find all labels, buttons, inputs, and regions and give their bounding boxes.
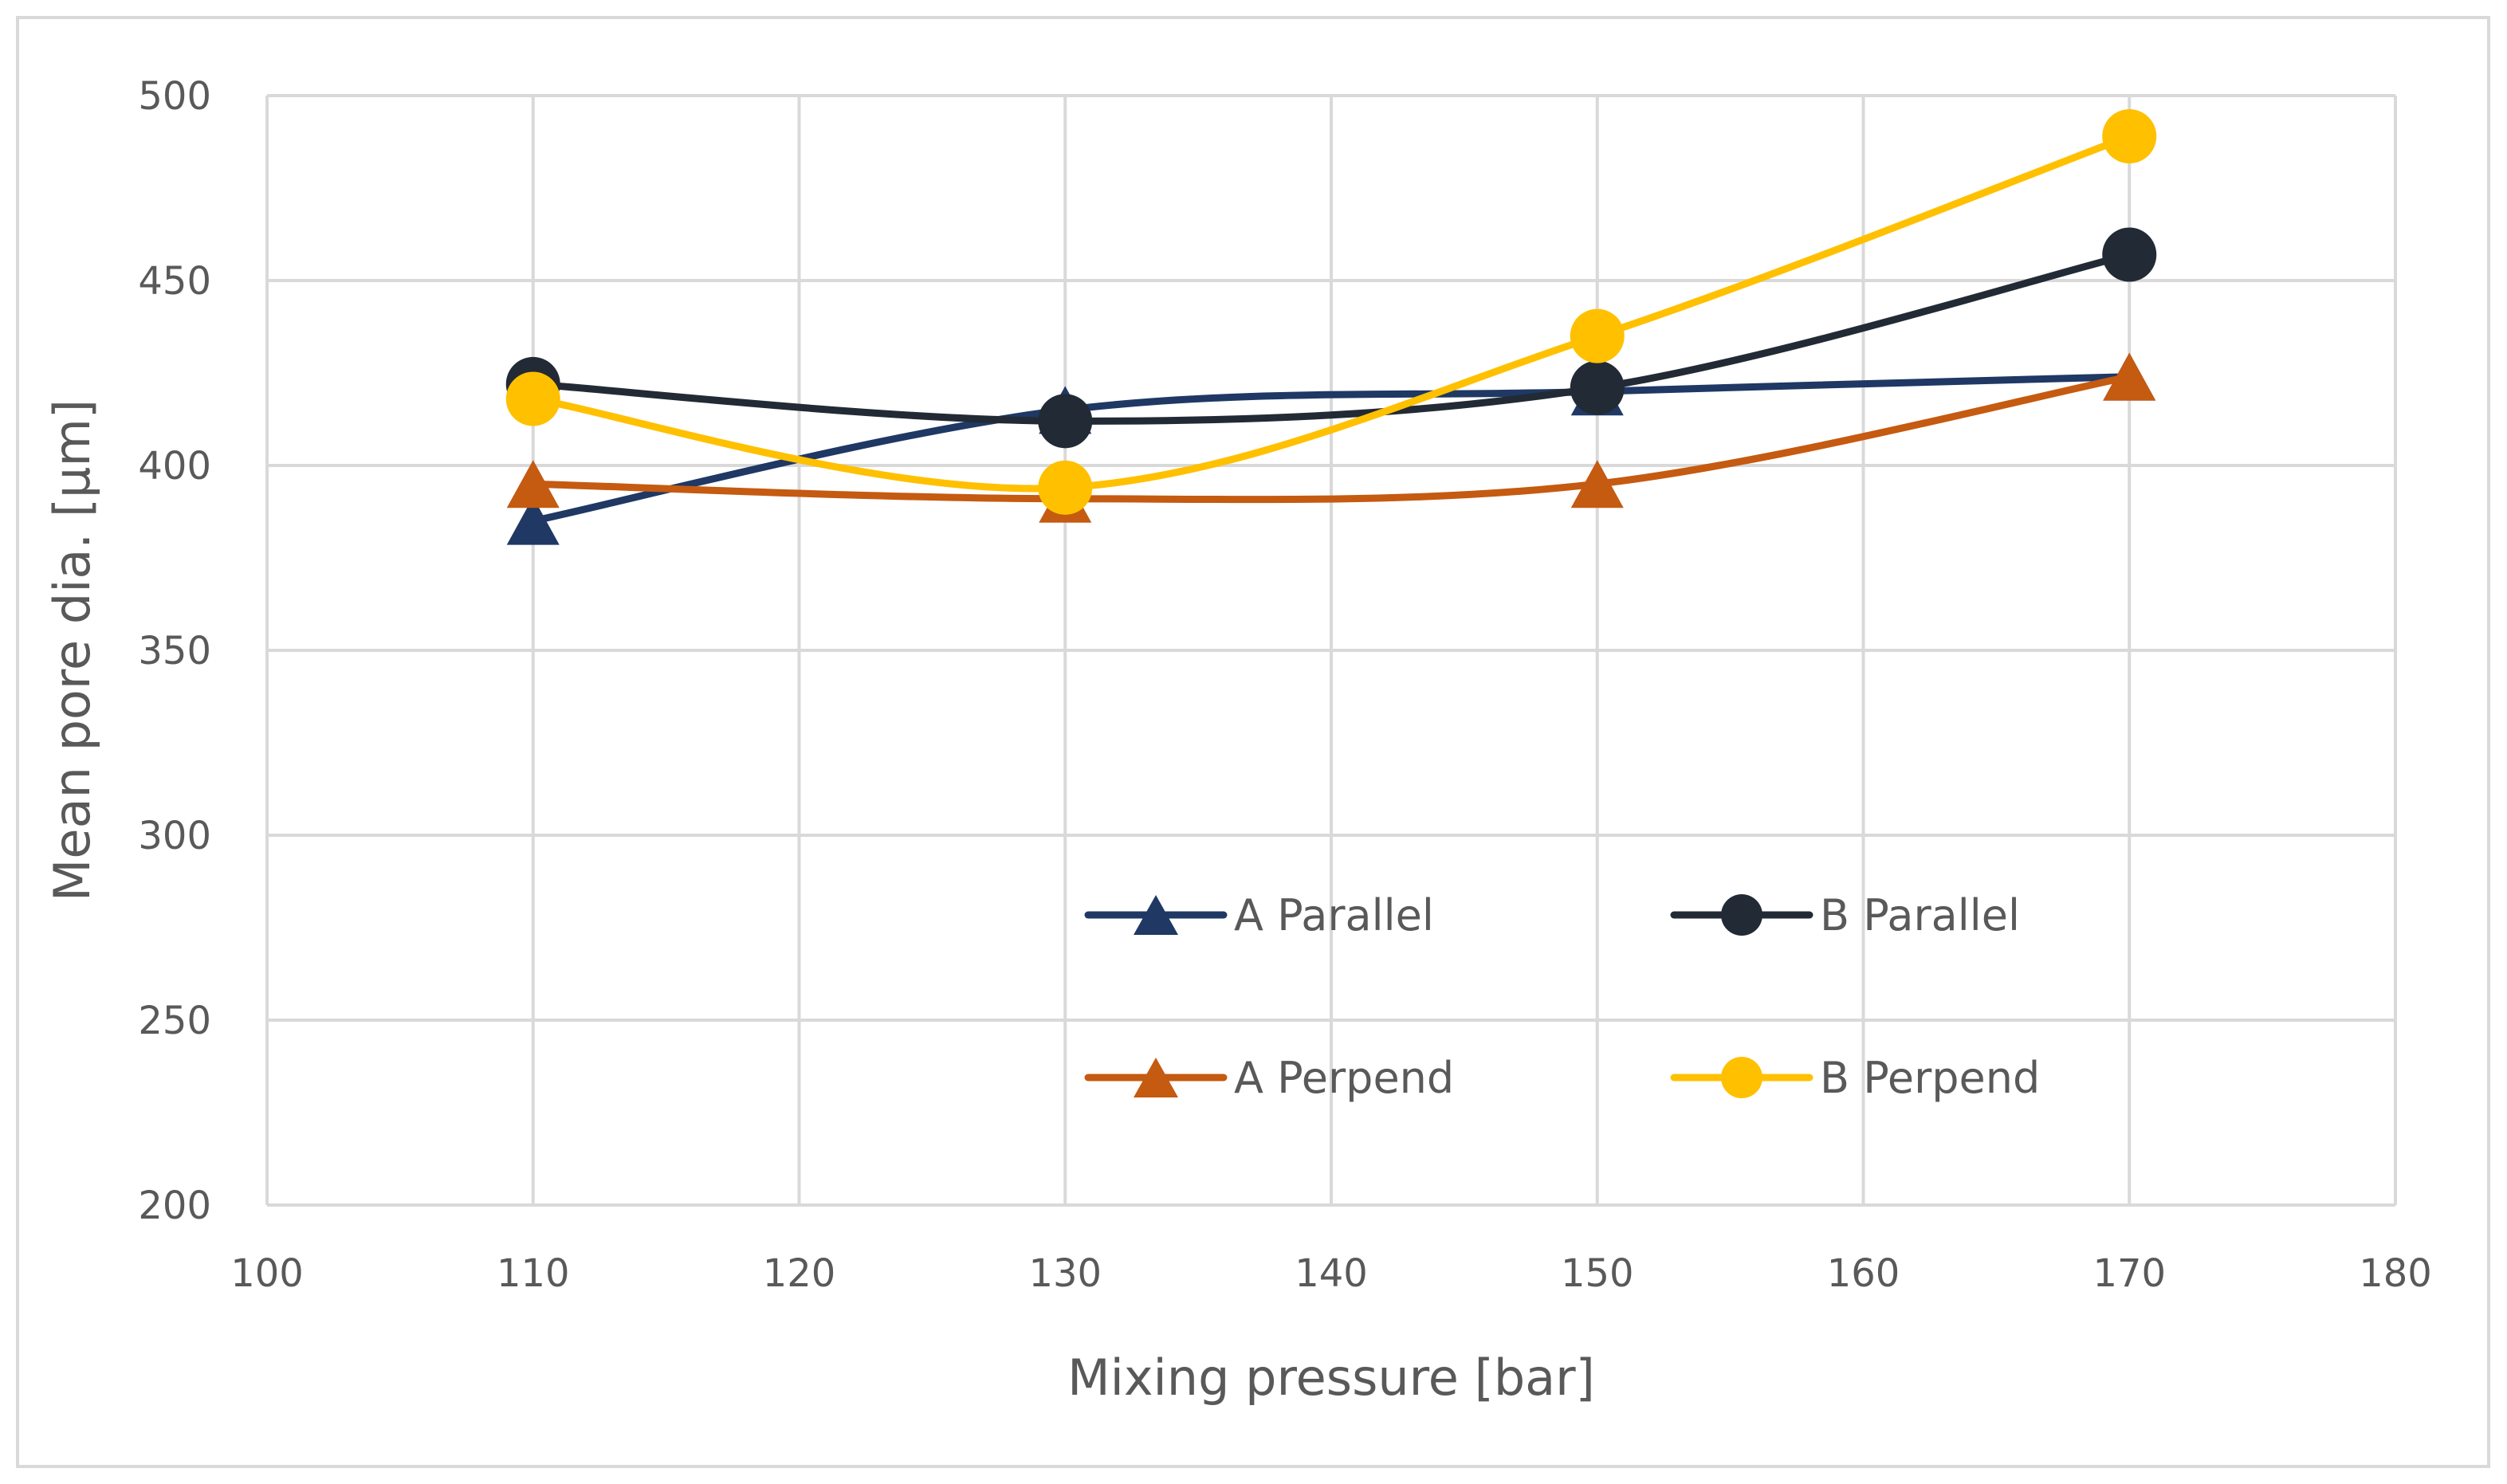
data-point-a-perpend [1570, 460, 1624, 508]
legend-marker-b-parallel [1721, 894, 1762, 936]
legend-entry-a-parallel: A Parallel [1084, 890, 1434, 940]
x-tick-label: 140 [1295, 1251, 1368, 1296]
x-tick-label: 160 [1827, 1251, 1900, 1296]
legend-marker-a-perpend [1134, 1058, 1178, 1097]
series-line-a-perpend [529, 373, 2133, 504]
legend-label-b-parallel: B Parallel [1820, 890, 2020, 940]
y-tick-label: 350 [138, 629, 211, 673]
data-point-b-perpend [505, 371, 560, 426]
data-point-a-parallel [506, 497, 560, 545]
series-b-perpend [505, 109, 2157, 515]
legend: A Parallel B Parallel A Perpend B Perpend [1084, 890, 2040, 1103]
legend-label-a-parallel: A Parallel [1234, 890, 1434, 940]
y-axis-title: Mean pore dia. [µm] [43, 399, 101, 901]
data-point-b-perpend [2102, 109, 2157, 164]
x-tick-label: 170 [2092, 1251, 2166, 1296]
legend-entry-b-parallel: B Parallel [1670, 890, 2020, 940]
y-tick-label: 200 [138, 1184, 211, 1228]
data-point-b-perpend [1038, 460, 1093, 515]
y-tick-label: 400 [138, 444, 211, 489]
y-tick-label: 250 [138, 999, 211, 1043]
series-line-b-perpend [529, 132, 2133, 493]
series-line-b-parallel [529, 251, 2133, 425]
tick-labels: 100 110 120 130 140 150 160 170 180 200 250 300 350 4… [138, 74, 2431, 1296]
legend-label-a-perpend: A Perpend [1234, 1053, 1454, 1103]
x-tick-label: 130 [1028, 1251, 1102, 1296]
x-tick-label: 150 [1561, 1251, 1634, 1296]
legend-marker-a-parallel [1134, 895, 1178, 935]
data-point-b-parallel [2102, 227, 2157, 282]
legend-marker-b-perpend [1721, 1057, 1762, 1098]
x-tick-label: 120 [763, 1251, 836, 1296]
y-tick-label: 300 [138, 814, 211, 858]
x-tick-label: 110 [497, 1251, 570, 1296]
data-point-b-perpend [1570, 308, 1625, 363]
data-point-a-perpend [2103, 352, 2156, 401]
y-tick-label: 450 [138, 259, 211, 304]
data-point-b-parallel [1570, 360, 1625, 415]
y-tick-label: 500 [138, 74, 211, 119]
x-tick-label: 100 [230, 1251, 304, 1296]
data-point-b-parallel [1038, 394, 1093, 449]
series-line-a-parallel [529, 373, 2133, 525]
data-point-a-perpend [506, 460, 560, 508]
legend-entry-b-perpend: B Perpend [1670, 1053, 2040, 1103]
chart-border [16, 16, 2490, 1468]
legend-label-b-perpend: B Perpend [1820, 1053, 2040, 1103]
gridlines [265, 94, 2397, 1207]
series-group [505, 109, 2157, 545]
legend-entry-a-perpend: A Perpend [1084, 1053, 1454, 1103]
x-tick-label: 180 [2359, 1251, 2432, 1296]
x-axis-title: Mixing pressure [bar] [1067, 1349, 1595, 1407]
